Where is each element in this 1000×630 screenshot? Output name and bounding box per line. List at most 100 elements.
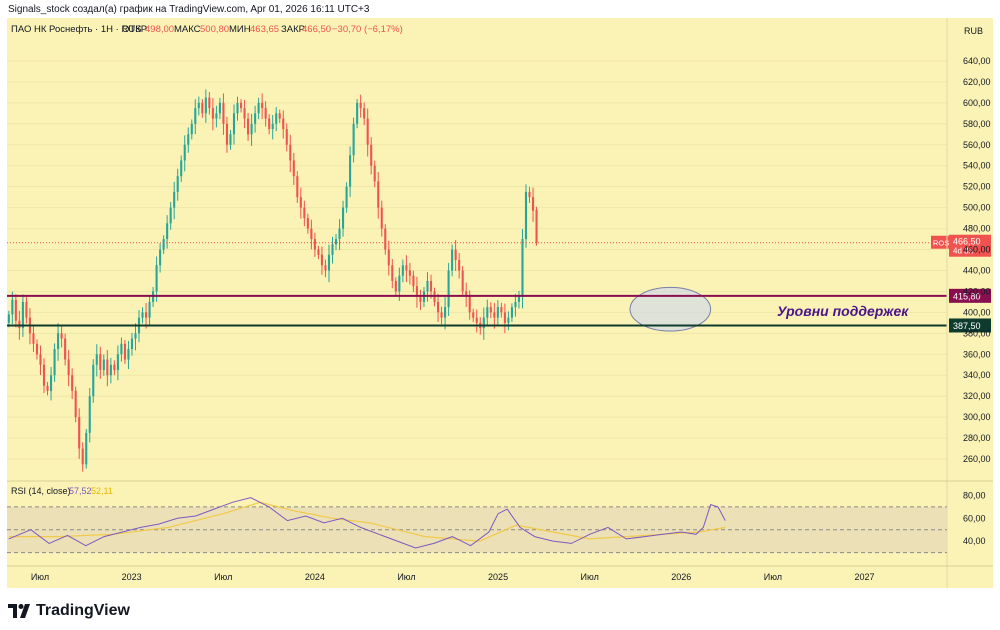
candle-body — [426, 280, 429, 292]
candle-body — [159, 249, 162, 266]
candle — [166, 215, 169, 249]
candle — [447, 262, 450, 316]
time-tick-label: 2026 — [671, 572, 691, 582]
candle — [528, 186, 531, 204]
candle-body — [278, 113, 281, 119]
candle-body — [257, 102, 260, 114]
candle-body — [303, 207, 306, 219]
candle-body — [218, 102, 221, 114]
rsi-line — [8, 497, 726, 549]
candle-body — [380, 207, 383, 229]
candle — [475, 309, 478, 333]
candle-body — [60, 333, 63, 339]
time-tick-label: Июл — [397, 572, 415, 582]
candle — [299, 187, 302, 219]
tradingview-logo[interactable]: TradingView — [8, 602, 130, 620]
candle — [64, 333, 67, 366]
candle — [180, 155, 183, 183]
candle — [81, 442, 84, 472]
candle — [190, 119, 193, 140]
candle — [127, 340, 130, 370]
candle-body — [21, 301, 24, 329]
candle-body — [39, 354, 42, 365]
candle-body — [356, 102, 359, 124]
candle — [134, 323, 137, 351]
candle — [401, 259, 404, 283]
level-price-tag — [949, 318, 991, 333]
support-zone-highlight[interactable] — [629, 286, 712, 332]
candle-body — [208, 97, 211, 109]
candle-body — [81, 448, 84, 465]
candle-body — [106, 359, 109, 376]
legend-symbol[interactable]: ПАО НК Роснефть · 1Н · RUS — [11, 24, 142, 35]
candle — [356, 99, 359, 129]
candle-body — [187, 134, 190, 145]
candle — [215, 105, 218, 128]
candle-body — [387, 249, 390, 266]
candle — [327, 244, 331, 283]
chart-area[interactable]: 415,80 387,50 ROSN 466,50 4d 3h 260,00 280,00… — [7, 18, 993, 588]
candle — [261, 93, 264, 120]
legend-close-label: ЗАКР — [281, 24, 305, 35]
rsi-ma-line — [8, 501, 726, 542]
candle — [391, 258, 394, 289]
candle — [352, 117, 355, 163]
price-tick-label: 300,00 — [963, 412, 991, 422]
candle-body — [349, 155, 352, 187]
price-tick-label: 620,00 — [963, 77, 991, 87]
candle — [454, 240, 457, 271]
candle-body — [92, 364, 95, 397]
candle-body — [102, 359, 105, 370]
candle-body — [447, 270, 450, 308]
candle-body — [197, 102, 200, 109]
candle — [436, 293, 440, 322]
candle — [303, 200, 306, 227]
candle — [370, 137, 373, 175]
candle — [95, 344, 98, 377]
legend-high-value: 500,80 — [200, 24, 229, 35]
candle — [88, 388, 91, 443]
price-tick-label: 540,00 — [963, 161, 991, 171]
candle-body — [57, 333, 60, 350]
candle-body — [444, 307, 447, 318]
price-tick-label: 280,00 — [963, 433, 991, 443]
candle-body — [144, 312, 148, 318]
candle-body — [14, 299, 17, 321]
candle — [415, 276, 418, 308]
support-zone-ellipse[interactable] — [629, 286, 712, 332]
candle — [78, 408, 81, 459]
support-levels-annotation[interactable]: Уровни поддержек — [777, 303, 909, 319]
candle-body — [166, 223, 169, 240]
candle-body — [232, 113, 236, 135]
candle-body — [334, 239, 338, 245]
candle — [183, 135, 186, 172]
time-tick-label: 2027 — [855, 572, 875, 582]
candle-body — [313, 239, 316, 250]
price-tick-label: 600,00 — [963, 98, 991, 108]
candle — [282, 110, 285, 139]
currency-label[interactable]: RUB — [964, 26, 983, 36]
price-axis[interactable]: 260,00 280,00 300,00 320,00 340,00 360,00 380,… — [946, 18, 991, 588]
time-axis[interactable]: Июл 2023 Июл 2024 Июл 2025 Июл 2026 Июл 2027 — [7, 565, 993, 582]
candlestick-series[interactable] — [7, 89, 538, 472]
rsi-pane[interactable]: 40,00 60,00 80,00 — [7, 480, 993, 554]
legend-high-label: МАКС — [174, 24, 201, 35]
candle-body — [366, 118, 369, 145]
candle — [394, 277, 397, 296]
candle-body — [317, 249, 320, 255]
rsi-legend-label[interactable]: RSI (14, close) — [11, 486, 71, 496]
price-tick-label: 400,00 — [963, 307, 991, 317]
candle-body — [7, 314, 10, 323]
candle-body — [289, 144, 292, 161]
legend-change: −30,70 (−6,17%) — [332, 24, 403, 35]
candle — [39, 345, 42, 376]
candle — [194, 99, 197, 135]
candle — [67, 350, 70, 387]
candle-body — [180, 160, 183, 177]
candle-body — [503, 312, 506, 323]
candle-body — [130, 338, 134, 350]
candle-body — [429, 280, 433, 292]
candle — [517, 291, 521, 309]
